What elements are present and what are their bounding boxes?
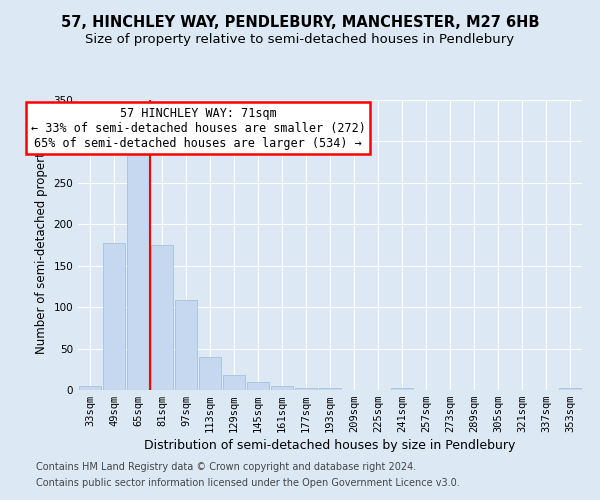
Bar [175,300,197,390]
Bar [127,154,149,390]
Bar [271,386,293,390]
X-axis label: Distribution of semi-detached houses by size in Pendlebury: Distribution of semi-detached houses by … [145,440,515,452]
Bar [223,375,245,390]
Text: Contains public sector information licensed under the Open Government Licence v3: Contains public sector information licen… [36,478,460,488]
Bar [199,357,221,390]
Text: Contains HM Land Registry data © Crown copyright and database right 2024.: Contains HM Land Registry data © Crown c… [36,462,416,472]
Bar [151,245,173,390]
Bar [103,242,125,390]
Bar [247,382,269,390]
Y-axis label: Number of semi-detached properties: Number of semi-detached properties [35,136,48,354]
Bar [295,388,317,390]
Text: 57 HINCHLEY WAY: 71sqm
← 33% of semi-detached houses are smaller (272)
65% of se: 57 HINCHLEY WAY: 71sqm ← 33% of semi-det… [31,106,365,150]
Text: Size of property relative to semi-detached houses in Pendlebury: Size of property relative to semi-detach… [85,32,515,46]
Bar [79,386,101,390]
Bar [391,388,413,390]
Bar [319,388,341,390]
Bar [559,388,581,390]
Text: 57, HINCHLEY WAY, PENDLEBURY, MANCHESTER, M27 6HB: 57, HINCHLEY WAY, PENDLEBURY, MANCHESTER… [61,15,539,30]
